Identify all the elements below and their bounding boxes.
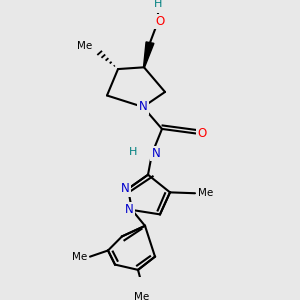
Polygon shape — [143, 42, 154, 68]
Text: Me: Me — [134, 292, 150, 300]
Text: O: O — [155, 15, 165, 28]
Text: H: H — [154, 0, 162, 9]
Text: Me: Me — [77, 41, 92, 51]
Text: Me: Me — [72, 252, 87, 262]
Text: N: N — [121, 182, 129, 195]
Text: N: N — [139, 100, 147, 113]
Text: N: N — [152, 147, 160, 160]
Text: N: N — [124, 203, 134, 217]
Text: H: H — [129, 147, 137, 157]
Text: O: O — [197, 127, 207, 140]
Text: Me: Me — [198, 188, 213, 198]
